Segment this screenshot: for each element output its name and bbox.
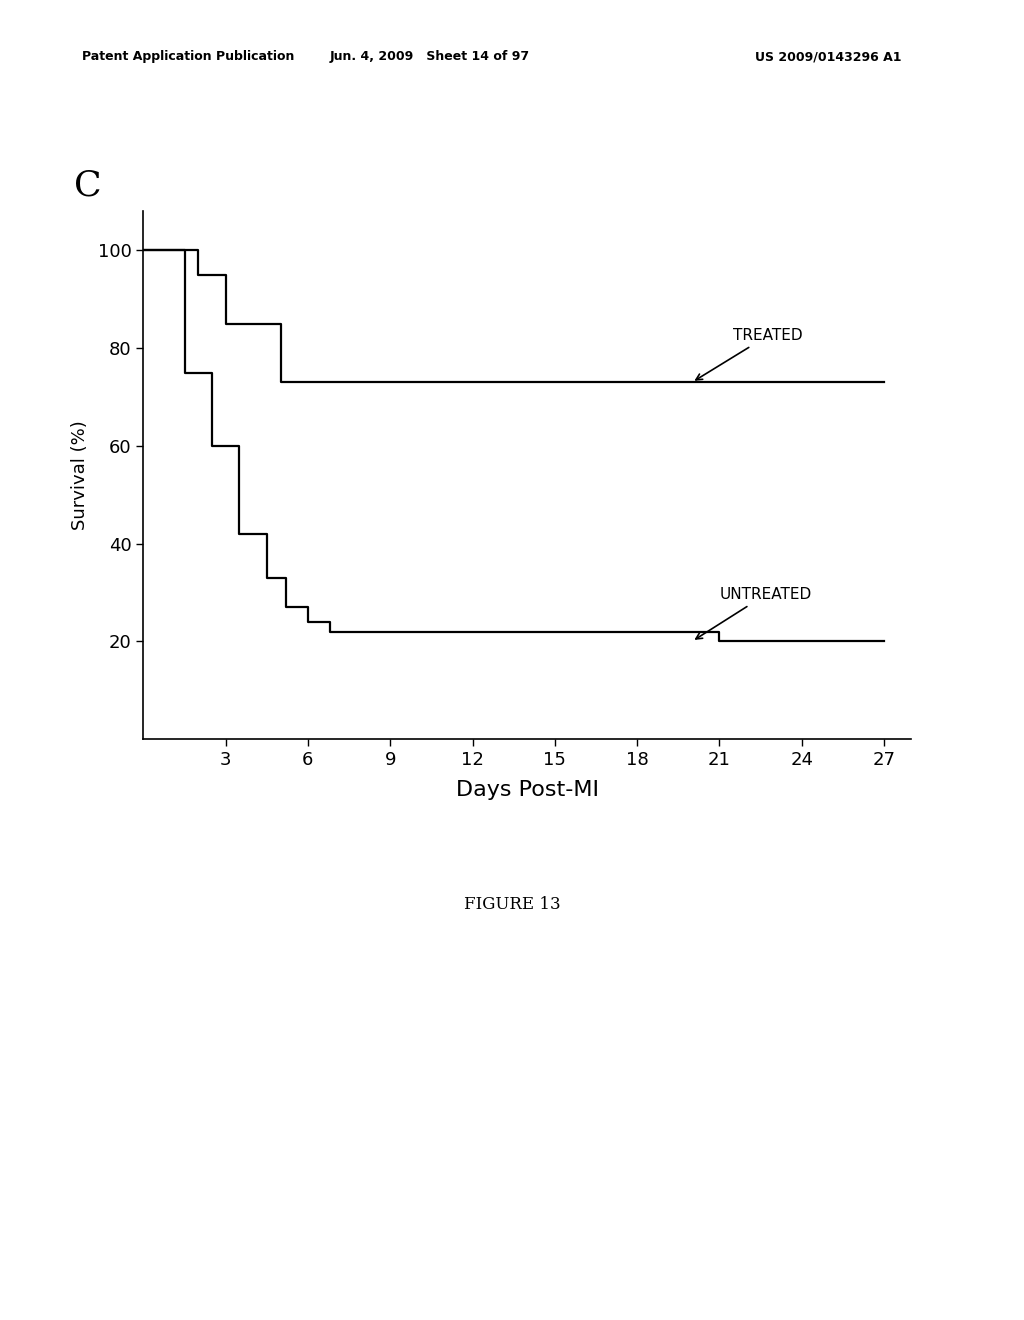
Y-axis label: Survival (%): Survival (%) [72,420,89,531]
Text: Patent Application Publication: Patent Application Publication [82,50,294,63]
Text: UNTREATED: UNTREATED [696,587,812,639]
Text: TREATED: TREATED [696,329,803,380]
X-axis label: Days Post-MI: Days Post-MI [456,780,599,800]
Text: C: C [75,169,101,203]
Text: FIGURE 13: FIGURE 13 [464,896,560,912]
Text: US 2009/0143296 A1: US 2009/0143296 A1 [755,50,901,63]
Text: Jun. 4, 2009   Sheet 14 of 97: Jun. 4, 2009 Sheet 14 of 97 [330,50,530,63]
